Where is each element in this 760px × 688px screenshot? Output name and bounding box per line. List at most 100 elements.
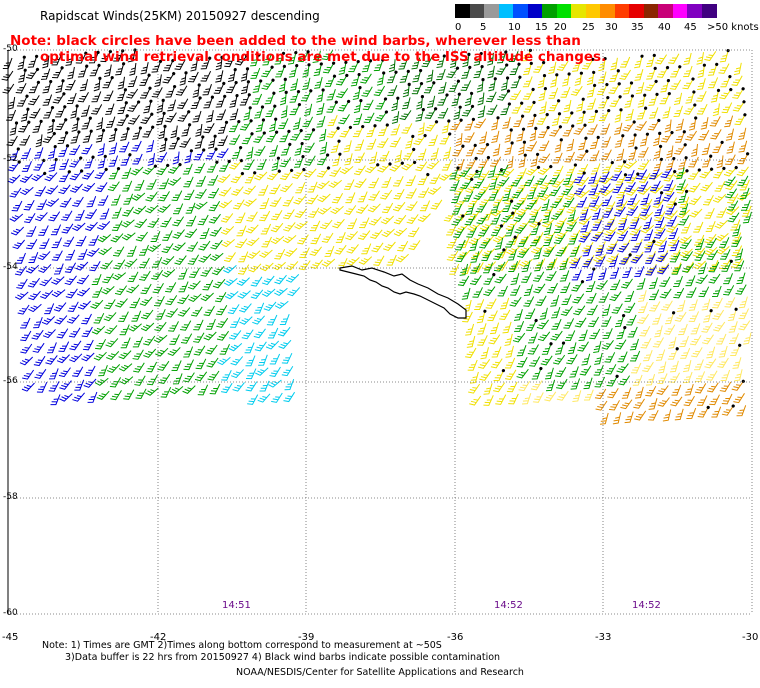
wind-barb [86,196,97,208]
wind-barb [459,263,469,276]
wind-barb [679,248,693,258]
wind-barb [200,292,214,302]
wind-barb [652,337,664,348]
wind-barb [653,191,664,205]
wind-barb [701,298,711,311]
colorbar-tick-label: 35 [631,22,644,33]
wind-barb [590,163,601,175]
wind-barb [401,123,413,134]
wind-barb [595,280,608,290]
wind-barb [597,71,607,84]
wind-barb [423,81,436,94]
latitude-label: -52 [3,154,18,164]
wind-barb [723,273,733,285]
wind-barb [721,393,733,405]
wind-barb [139,270,151,281]
wind-barb [229,317,241,328]
wind-barb [417,122,425,136]
wind-barb [285,274,300,283]
wind-barb [84,155,95,169]
wind-barb [575,149,589,161]
wind-barb [9,187,22,198]
wind-barb [215,304,228,316]
wind-barb [577,341,589,352]
wind-barb [70,104,79,119]
wind-barb [615,200,628,211]
wind-barb [634,69,644,81]
wind-barb [35,134,43,148]
wind-barb [274,248,286,260]
wind-barb [19,173,33,183]
wind-barb [580,202,591,214]
wind-barb [462,191,474,202]
wind-barb [678,189,689,204]
wind-barb [523,175,535,187]
wind-barb [69,156,83,168]
wind-barb [516,356,528,368]
wind-barb [578,136,588,151]
wind-barb [605,243,617,254]
wind-barb [346,257,360,266]
wind-barb [694,359,704,371]
wind-barb [65,249,76,261]
colorbar-segment [672,4,688,18]
wind-barb [408,240,421,251]
wind-barb [465,203,475,216]
wind-barb [237,264,250,275]
wind-barb [354,178,367,188]
wind-barb [243,159,255,170]
wind-barb [411,57,421,70]
wind-barb [177,294,190,305]
wind-barb [652,313,662,325]
wind-barb [466,335,476,348]
wind-barb [720,74,732,88]
wind-barb [74,209,85,221]
wind-barb [375,97,388,110]
wind-barb [593,364,604,376]
wind-barb [216,330,230,341]
wind-barb [124,258,138,268]
wind-barb [654,228,666,239]
wind-barb [662,191,675,202]
wind-barb [58,170,71,183]
wind-barb [675,179,686,191]
wind-barb [383,241,396,252]
wind-barb [304,103,313,116]
colorbar-units-label: >50 knots [707,22,759,33]
wind-barb [610,57,618,71]
wind-barb [54,315,68,325]
wind-barb [261,236,272,248]
wind-barb [510,75,522,89]
wind-barb [69,340,82,351]
wind-barb [563,318,575,329]
wind-barb [511,188,524,199]
wind-barb [120,337,131,349]
wind-barb [594,256,606,267]
wind-barb [40,68,51,80]
wind-barb [330,139,341,153]
wind-barb [507,249,517,261]
wind-barb [490,224,504,237]
wind-barb [229,134,241,145]
wind-barb [546,258,556,271]
wind-barb [417,148,427,161]
wind-barb [601,195,613,207]
wind-barb [287,50,298,65]
wind-barb [132,153,143,165]
wind-barb [594,352,603,365]
wind-barb [427,186,442,195]
wind-barb [697,63,707,78]
wind-barb [127,100,141,112]
wind-barb [587,316,600,328]
wind-barb [656,65,670,78]
wind-barb [293,195,307,205]
wind-barb [113,49,125,62]
wind-barb [662,106,671,119]
wind-barb [47,342,57,354]
wind-barb [232,199,245,210]
wind-barb [88,234,99,246]
wind-barb [246,237,260,247]
wind-barb [635,169,648,180]
wind-barb [86,247,100,257]
wind-barb [449,263,460,275]
